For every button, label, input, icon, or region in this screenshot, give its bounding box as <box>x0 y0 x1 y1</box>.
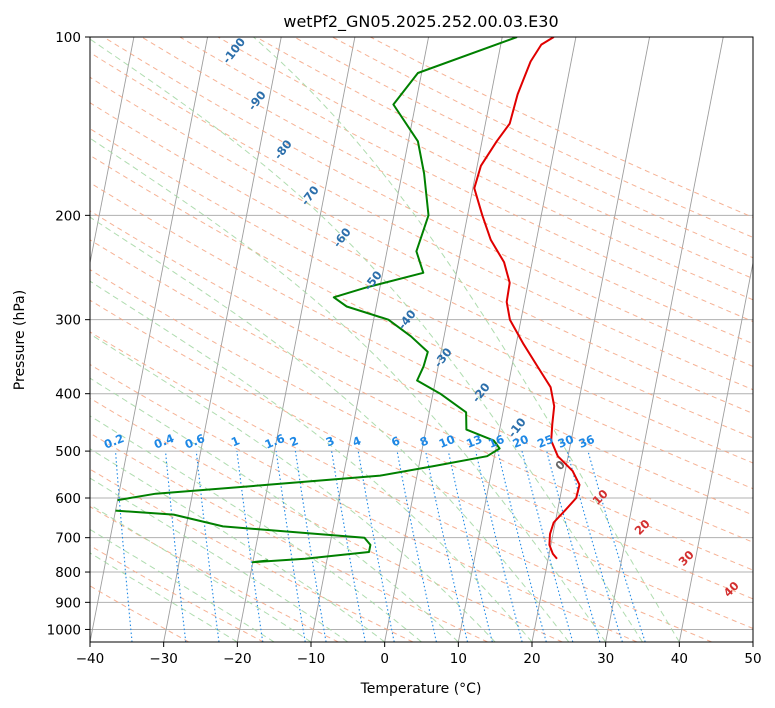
x-axis-label: Temperature (°C) <box>360 681 482 697</box>
moist-adiabats <box>90 37 680 642</box>
isotherm-line <box>605 37 724 642</box>
moist-adiabat-line <box>253 37 680 642</box>
mixing-ratio-label: 10 <box>437 432 457 451</box>
mixing-ratio-line <box>236 451 264 642</box>
isotherm-line <box>531 37 651 642</box>
mixing-ratio-line <box>164 451 187 642</box>
y-tick-label: 700 <box>55 531 81 547</box>
y-axis-ticks: 100 200 300 400 500 600 700 800 900 1000 <box>47 30 90 638</box>
x-tick-label: −30 <box>149 651 178 667</box>
dry-adiabat-line <box>90 299 753 629</box>
mixing-ratio-line <box>546 450 601 642</box>
isotherm-line <box>163 37 282 642</box>
dry-adiabat-line <box>141 37 753 345</box>
mixing-ratio-label: 16 <box>486 432 506 451</box>
chart-title: wetPf2_GN05.2025.252.00.03.E30 <box>283 12 558 32</box>
x-tick-label: −20 <box>223 651 252 667</box>
dry-adiabat-line <box>90 585 190 642</box>
dry-adiabat-line <box>217 37 753 301</box>
mixing-ratio-label: 20 <box>510 432 530 451</box>
mixing-ratio-line <box>521 450 574 642</box>
mixing-ratio-label: 25 <box>535 432 555 451</box>
mixing-ratio-line <box>396 450 437 642</box>
plot-frame <box>89 36 754 643</box>
isotherm-line <box>678 260 753 642</box>
moist-adiabat-line <box>90 477 349 642</box>
x-tick-label: 30 <box>597 651 614 667</box>
y-tick-label: 400 <box>55 387 81 403</box>
x-tick-label: 10 <box>450 651 467 667</box>
isotherm-line <box>236 37 356 642</box>
mixing-ratio-line <box>425 450 469 642</box>
mixing-ratio-label: 13 <box>464 432 484 451</box>
mixing-ratio-label: 30 <box>556 432 576 451</box>
dry-adiabat-line <box>103 37 753 367</box>
moist-adiabat-line <box>90 137 607 642</box>
mixing-ratio-line <box>275 451 306 642</box>
profile-series <box>115 37 581 564</box>
y-tick-label: 800 <box>55 565 81 581</box>
dry-adiabat-line <box>90 128 753 464</box>
dry-adiabat-line <box>90 76 753 415</box>
profile-line-2 <box>115 509 372 564</box>
x-tick-label: 50 <box>744 651 761 667</box>
dry-adiabat-line <box>90 363 638 642</box>
isotherm-line <box>384 37 503 642</box>
mixing-ratio-line <box>357 451 395 642</box>
mixing-ratio-line <box>497 450 547 642</box>
y-axis-label: Pressure (hPa) <box>12 290 28 390</box>
mixing-ratio-line <box>587 450 646 642</box>
moist-adiabat-line <box>90 216 570 642</box>
dry-adiabat-line <box>90 182 753 516</box>
x-tick-label: 40 <box>671 651 688 667</box>
mixing-ratio-line <box>195 451 220 642</box>
mixing-ratio-line <box>475 450 523 642</box>
isotherm-line <box>457 37 577 642</box>
profile-line-0 <box>473 37 581 560</box>
moist-adiabat-line <box>90 552 238 642</box>
dry-adiabat-line <box>90 331 712 642</box>
mixing-ratio-line <box>114 451 133 642</box>
y-tick-label: 600 <box>55 491 81 507</box>
mixing-ratio-lines <box>114 450 646 642</box>
y-tick-label: 100 <box>55 30 81 46</box>
x-tick-label: −40 <box>76 651 105 667</box>
y-tick-label: 1000 <box>47 622 81 638</box>
dry-adiabat-line <box>90 239 753 571</box>
x-axis-ticks: −40 −30 −20 −10 0 10 20 30 40 50 <box>76 642 762 667</box>
moist-adiabat-line <box>90 38 643 642</box>
dry-adiabat-line <box>90 210 753 543</box>
x-tick-label: 20 <box>523 651 540 667</box>
dry-adiabats <box>90 37 753 642</box>
x-tick-label: −10 <box>297 651 326 667</box>
mixing-ratio-line <box>447 450 493 642</box>
y-tick-label: 900 <box>55 595 81 611</box>
y-tick-label: 500 <box>55 444 81 460</box>
isotherm-line <box>90 37 135 266</box>
y-tick-label: 200 <box>55 208 81 224</box>
x-tick-label: 0 <box>380 651 389 667</box>
moist-adiabat-line <box>90 333 496 642</box>
profile-line-1 <box>117 37 518 502</box>
mixing-ratio-label: 36 <box>576 432 596 451</box>
mixing-ratio-line <box>566 450 623 642</box>
moist-adiabat-line <box>90 448 385 642</box>
moist-adiabat-line <box>90 377 459 642</box>
dry-adiabat-line <box>90 506 339 642</box>
y-tick-label: 300 <box>55 313 81 329</box>
